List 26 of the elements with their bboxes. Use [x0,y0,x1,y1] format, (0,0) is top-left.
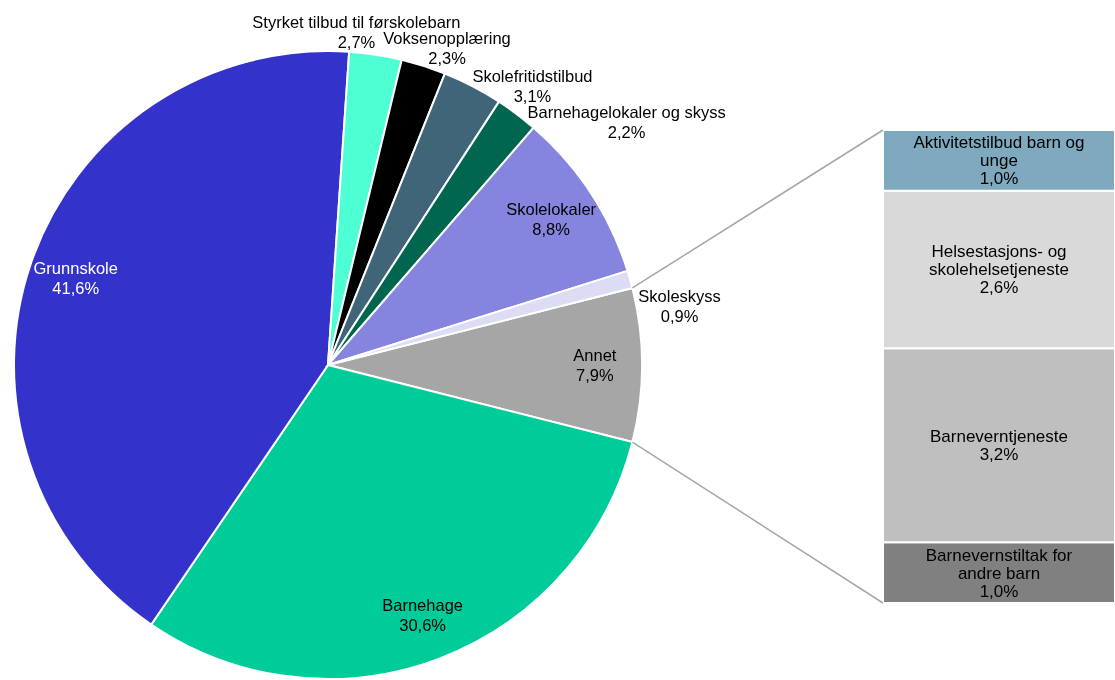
data-label: 3,1% [513,87,552,106]
slice-label: Annet [573,346,617,364]
slice-label: Voksenopplæring [383,28,511,47]
slice-label: Grunnskole [33,258,118,277]
slice-label: Skoleskyss [638,287,721,306]
slice-label: Skolelokaler [506,199,597,218]
series-label: Barnevernstiltak for andre barn [925,545,1073,583]
data-label: 30,6% [399,615,447,634]
series-label: Barneverntjeneste [930,426,1068,446]
slice-label: Styrket tilbud til førskolebarn [252,12,461,31]
data-label: 1,0% [979,168,1019,188]
series-label: Aktivitetstilbud barn og unge [913,132,1085,170]
data-label: 8,8% [532,219,571,238]
slice-label: Barnehagelokaler og skyss [527,103,726,122]
series-label: Helsestasjons- og skolehelsetjeneste [929,241,1069,279]
data-label: 2,7% [337,32,376,51]
data-label: 2,3% [428,48,467,67]
data-label: 3,2% [979,444,1019,464]
data-label: 2,6% [979,277,1019,297]
data-label: 0,9% [660,307,699,326]
slice-label: Skolefritidstilbud [472,67,593,86]
data-label: 7,9% [576,366,615,384]
slice-label: Barnehage [382,595,464,614]
data-label: 1,0% [979,581,1019,601]
data-label: 41,6% [52,278,100,297]
data-label: 2,2% [607,123,646,142]
